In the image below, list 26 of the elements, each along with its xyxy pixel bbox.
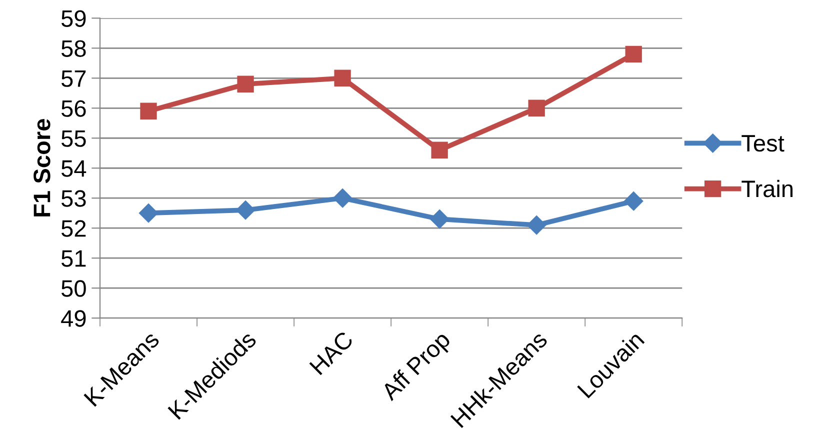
point (528, 100, 545, 116)
point (140, 102, 157, 120)
y-tick-label: 50 (61, 280, 86, 297)
y-tick-label: 55 (61, 130, 86, 147)
y-tick-label: 53 (61, 190, 86, 207)
point (138, 204, 158, 223)
y-tick-label: 52 (61, 220, 86, 237)
y-tick-label: 51 (61, 250, 86, 267)
legend-label: Test (742, 135, 784, 152)
point (334, 70, 351, 86)
y-tick-label: 49 (61, 310, 86, 327)
point (430, 210, 450, 229)
y-tick-label: 54 (61, 160, 86, 177)
point (624, 192, 644, 211)
y-tick-label: 57 (61, 70, 86, 87)
y-axis-title: F1 Score (34, 119, 50, 216)
point (431, 142, 448, 158)
y-tick-label: 58 (61, 40, 86, 57)
point (236, 200, 256, 220)
y-tick-label: 59 (61, 10, 86, 27)
y-tick-label: 56 (61, 100, 86, 117)
point (625, 46, 642, 62)
point (333, 188, 352, 208)
point (237, 76, 254, 92)
point (527, 216, 546, 235)
legend-label: Train (742, 180, 793, 198)
